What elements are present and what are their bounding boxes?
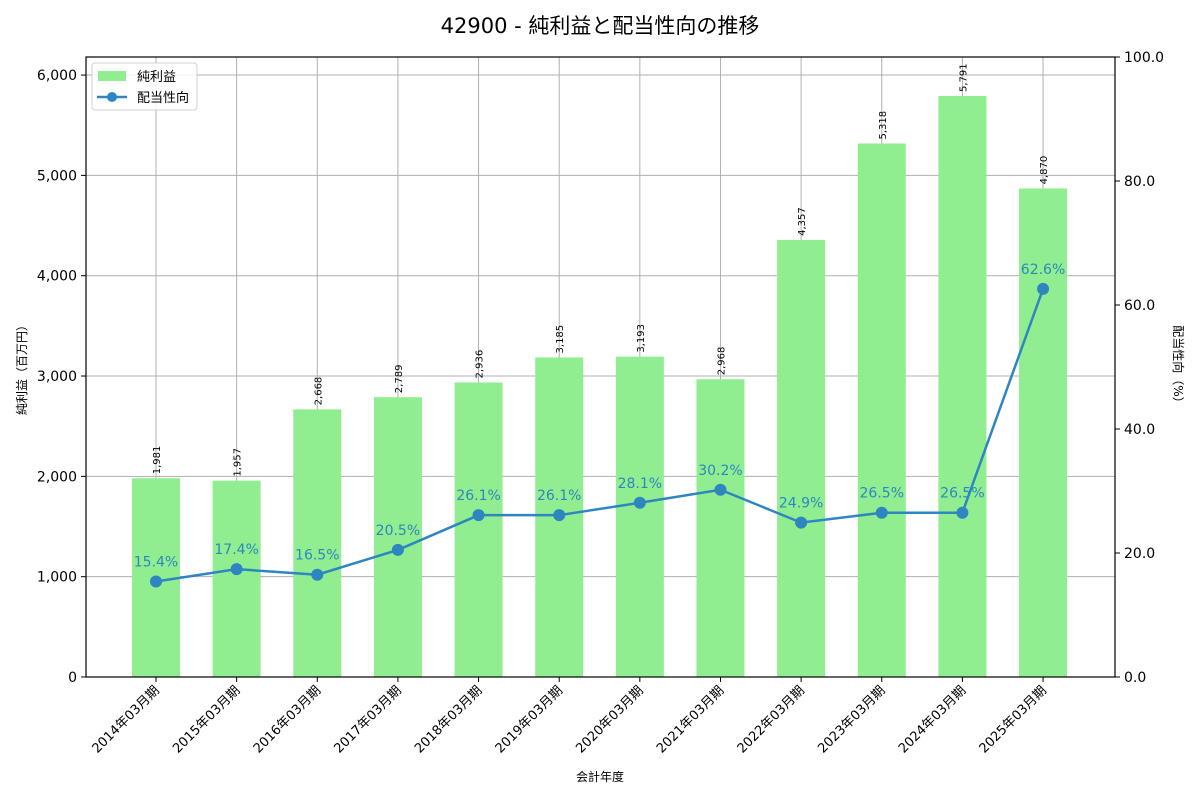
x-tick-label: 2021年03月期 [654, 683, 727, 756]
line-marker [875, 506, 888, 519]
x-tick-label: 2014年03月期 [90, 683, 163, 756]
line-value-label: 24.9% [779, 496, 823, 512]
bar-value-label: 2,968 [716, 347, 727, 376]
y-tick-label-left: 5,000 [37, 168, 77, 184]
legend-label-payout-ratio: 配当性向 [137, 90, 189, 106]
x-tick-label: 2023年03月期 [815, 683, 888, 756]
x-tick-label: 2019年03月期 [493, 683, 566, 756]
y-tick-label-right: 60.0 [1124, 298, 1155, 314]
bar-value-label: 5,791 [958, 63, 969, 92]
plot-frame [85, 56, 1116, 678]
bar [777, 239, 826, 678]
bar [857, 143, 906, 678]
legend-swatch-net-income [98, 71, 126, 81]
line-marker [956, 506, 969, 519]
line-marker [553, 509, 566, 522]
payout-ratio-line [155, 288, 1045, 583]
x-axis-label: 会計年度 [576, 769, 624, 784]
line-marker [311, 568, 324, 581]
y-axis-label-right: 配当性向（%） [1171, 325, 1186, 408]
y-tick-label-left: 6,000 [37, 68, 77, 84]
y-tick-label-right: 0.0 [1124, 670, 1146, 686]
x-tick-label: 2018年03月期 [412, 683, 485, 756]
chart-title: 42900 - 純利益と配当性向の推移 [441, 14, 760, 38]
y-tick-label-right: 20.0 [1124, 546, 1155, 562]
line-value-label: 15.4% [134, 555, 178, 571]
line-value-label: 26.5% [940, 486, 984, 502]
line-marker [391, 543, 404, 556]
y-tick-label-right: 80.0 [1124, 174, 1155, 190]
bar [1019, 188, 1068, 677]
line-value-label: 28.1% [618, 476, 662, 492]
line-marker [633, 496, 646, 509]
line-value-label: 16.5% [295, 548, 339, 564]
x-tick-label: 2015年03月期 [170, 683, 243, 756]
y-tick-label-left: 4,000 [37, 269, 77, 285]
bar [454, 382, 503, 677]
bar-value-label: 4,870 [1039, 156, 1050, 185]
line-marker [230, 563, 243, 576]
x-tick-label: 2017年03月期 [331, 683, 404, 756]
bar [696, 379, 745, 677]
bar-value-label: 4,357 [797, 207, 808, 236]
bar-value-label: 3,185 [555, 325, 566, 354]
line-value-label: 26.1% [537, 488, 581, 504]
line-marker [150, 575, 162, 588]
legend-label-net-income: 純利益 [137, 70, 176, 85]
bar-value-label: 1,981 [152, 446, 163, 475]
bar-value-label: 2,789 [394, 365, 405, 394]
line-marker [714, 483, 727, 496]
y-tick-label-left: 2,000 [37, 469, 77, 485]
y-tick-label-right: 100.0 [1124, 50, 1164, 66]
bar [938, 96, 987, 678]
line-value-label: 30.2% [698, 463, 742, 479]
x-tick-label: 2020年03月期 [573, 683, 646, 756]
x-tick-label: 2016年03月期 [251, 683, 324, 756]
y-tick-label-left: 0 [68, 670, 77, 686]
line-marker [795, 516, 808, 529]
bar-value-label: 1,957 [233, 448, 244, 477]
y-axis-label-left: 純利益（百万円） [15, 319, 29, 415]
x-tick-label: 2022年03月期 [735, 683, 808, 756]
axes: 0 1,000 2,000 3,000 4,000 5,000 6,000 0.0 20.0 40… [37, 50, 1164, 757]
bar-value-label: 2,936 [475, 350, 486, 379]
line-value-label: 20.5% [376, 523, 420, 539]
bar-series-net-income [132, 96, 1068, 678]
line-value-label: 26.5% [860, 486, 904, 502]
bar [293, 409, 342, 677]
bar-value-label: 2,668 [313, 377, 324, 406]
bar-value-labels: 1,981 1,957 2,668 2,789 2,936 3,185 3,193 2,968… [152, 63, 1050, 476]
y-tick-label-left: 1,000 [37, 570, 77, 586]
line-value-label: 62.6% [1021, 262, 1065, 278]
bar [615, 356, 664, 677]
line-marker [472, 509, 485, 522]
line-value-label: 17.4% [214, 542, 258, 558]
line-series-payout-ratio: 15.4% 17.4% 16.5% 20.5% 26.1% 26.1% 28.1% 30.2%… [134, 262, 1065, 588]
legend: 純利益 配当性向 [91, 62, 198, 111]
bar-value-label: 3,193 [636, 324, 647, 353]
bar-value-label: 5,318 [878, 111, 889, 140]
legend-marker-icon [107, 92, 117, 102]
bar [212, 480, 261, 677]
y-tick-label-left: 3,000 [37, 369, 77, 385]
line-marker [1037, 282, 1050, 295]
x-tick-label: 2024年03月期 [896, 683, 969, 756]
y-tick-label-right: 40.0 [1124, 422, 1155, 438]
x-tick-label: 2025年03月期 [977, 683, 1050, 756]
bar [373, 397, 422, 677]
line-value-label: 26.1% [456, 488, 500, 504]
